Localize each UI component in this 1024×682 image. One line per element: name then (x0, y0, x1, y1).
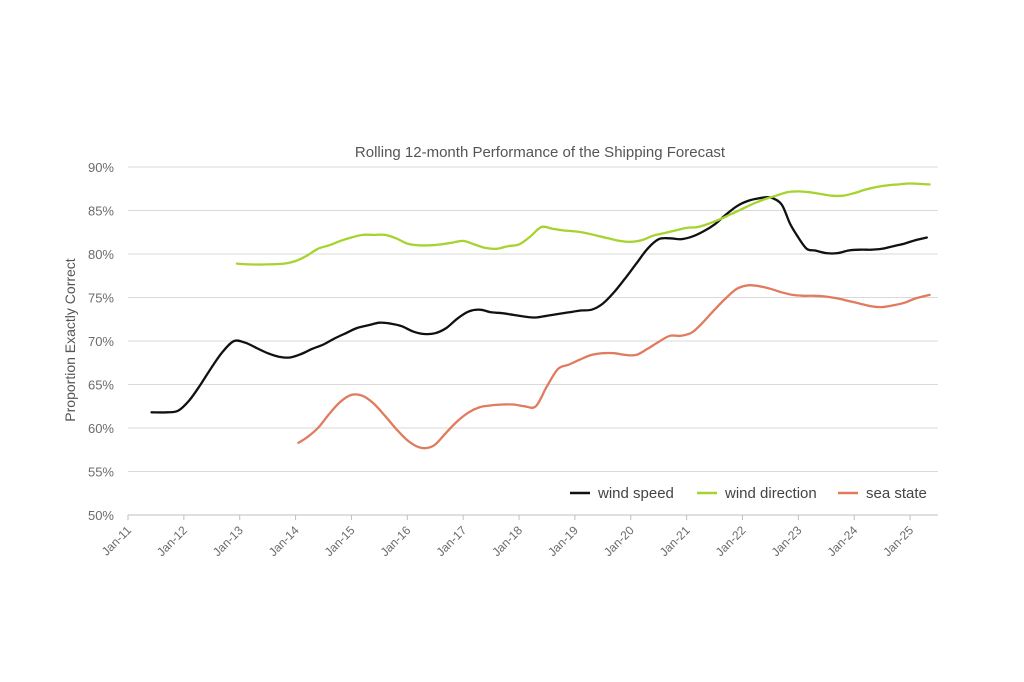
y-tick-label: 60% (88, 421, 114, 436)
y-tick-label: 90% (88, 160, 114, 175)
x-tick-label: Jan-11 (99, 523, 134, 558)
x-tick-label: Jan-18 (489, 523, 525, 559)
x-tick-label: Jan-21 (657, 523, 693, 559)
legend-label: wind speed (597, 485, 674, 502)
series-line-sea-state (297, 284, 931, 450)
x-tick-label: Jan-20 (601, 523, 637, 559)
y-tick-label: 75% (88, 291, 114, 306)
x-tick-label: Jan-12 (154, 523, 190, 559)
y-tick-label: 80% (88, 247, 114, 262)
series-line-wind-speed (150, 195, 928, 414)
x-tick-label: Jan-14 (266, 523, 302, 559)
y-axis-label: Proportion Exactly Correct (62, 258, 78, 422)
x-tick-label: Jan-13 (210, 523, 246, 559)
x-tick-label: Jan-24 (824, 523, 860, 559)
x-tick-label: Jan-25 (880, 523, 916, 559)
y-tick-label: 70% (88, 334, 114, 349)
chart-title: Rolling 12-month Performance of the Ship… (355, 144, 726, 161)
legend-label: wind direction (724, 485, 817, 502)
y-tick-label: 55% (88, 465, 114, 480)
x-tick-label: Jan-22 (713, 523, 749, 559)
x-tick-label: Jan-19 (545, 523, 581, 559)
y-tick-label: 65% (88, 378, 114, 393)
x-tick-label: Jan-17 (433, 523, 469, 559)
legend: wind speed wind direction sea state (570, 485, 927, 502)
y-axis-ticks: 50% 55% 60% 65% 70% 75% 80% 85% 90% (88, 160, 114, 523)
x-tick-label: Jan-16 (378, 523, 414, 559)
y-tick-label: 50% (88, 508, 114, 523)
legend-label: sea state (866, 485, 927, 502)
y-tick-label: 85% (88, 204, 114, 219)
x-tick-label: Jan-15 (322, 523, 358, 559)
series-line-wind-direction (235, 182, 931, 266)
x-tick-label: Jan-23 (769, 523, 805, 559)
x-axis-ticks: Jan-11 Jan-12 Jan-13 Jan-14 Jan-15 Jan-16 Jan-… (99, 514, 938, 559)
series-layer (150, 182, 931, 450)
gridlines (128, 166, 938, 472)
